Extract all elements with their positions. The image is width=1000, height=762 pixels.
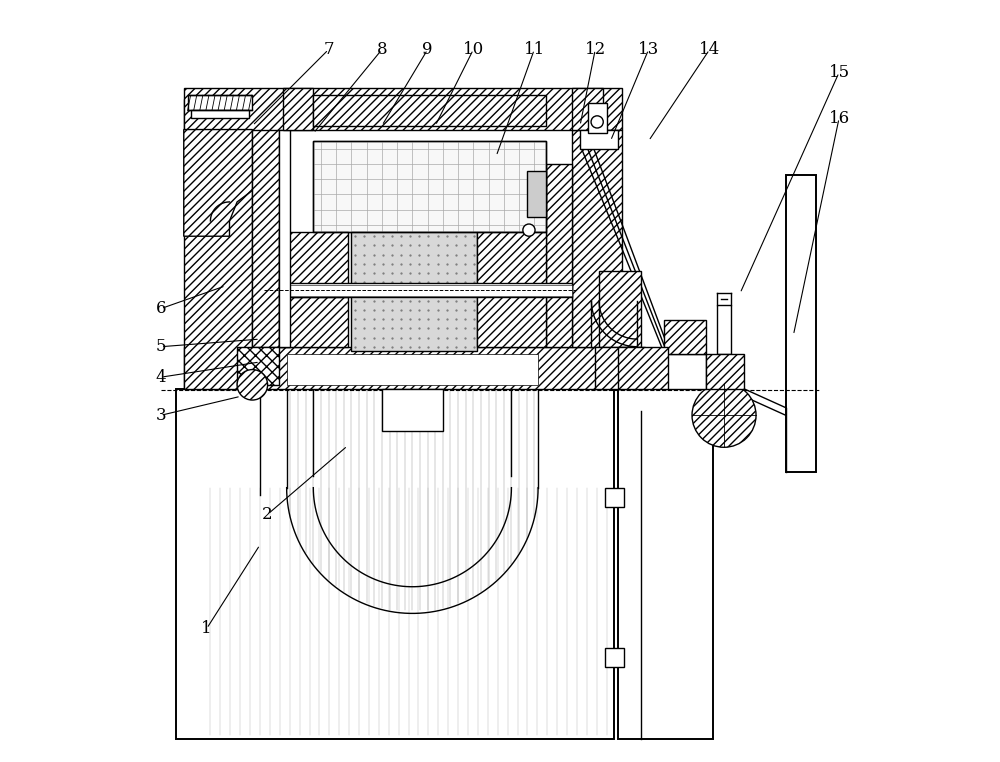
Bar	[572, 130, 622, 347]
Bar	[786, 175, 816, 472]
Text: 4: 4	[156, 369, 166, 386]
Bar	[279, 232, 348, 286]
Bar	[283, 88, 313, 130]
Text: 15: 15	[829, 64, 850, 81]
Bar	[664, 320, 706, 354]
Bar	[706, 354, 744, 389]
Bar	[546, 164, 572, 347]
Text: 7: 7	[323, 41, 334, 58]
Bar	[572, 88, 603, 130]
Bar	[188, 95, 252, 110]
Bar	[664, 354, 706, 389]
Bar	[717, 305, 731, 354]
Circle shape	[591, 116, 603, 128]
Text: 1: 1	[201, 620, 212, 637]
Text: 5: 5	[156, 338, 166, 355]
Bar	[605, 648, 624, 667]
Text: 16: 16	[829, 110, 850, 126]
Bar	[287, 354, 538, 385]
Bar	[279, 130, 290, 347]
Bar	[252, 126, 279, 347]
Bar	[279, 297, 348, 347]
Circle shape	[692, 383, 756, 447]
Text: 2: 2	[262, 506, 273, 523]
Text: 12: 12	[585, 41, 606, 58]
Bar	[618, 347, 668, 389]
Bar	[184, 99, 252, 389]
Bar	[382, 389, 443, 431]
Bar	[279, 285, 572, 296]
Bar	[477, 232, 546, 347]
Text: 11: 11	[524, 41, 545, 58]
Bar	[279, 283, 572, 297]
Polygon shape	[184, 130, 252, 236]
Bar	[618, 389, 713, 739]
Bar	[313, 95, 546, 126]
Circle shape	[237, 370, 268, 400]
Text: 9: 9	[422, 41, 433, 58]
Bar	[184, 88, 622, 130]
Bar	[595, 347, 645, 389]
Text: 14: 14	[699, 41, 720, 58]
Text: 6: 6	[156, 300, 166, 317]
Circle shape	[523, 224, 535, 236]
Bar	[351, 232, 477, 286]
Bar	[184, 347, 622, 389]
Bar	[588, 103, 607, 133]
Text: 10: 10	[463, 41, 484, 58]
Bar	[313, 141, 546, 232]
Text: 3: 3	[156, 407, 166, 424]
Text: 13: 13	[638, 41, 659, 58]
Bar	[605, 488, 624, 507]
Bar	[313, 141, 546, 232]
Bar	[191, 110, 249, 118]
Bar	[580, 130, 618, 149]
Text: 8: 8	[377, 41, 387, 58]
Bar	[599, 271, 641, 347]
Bar	[527, 171, 546, 217]
Bar	[237, 347, 279, 385]
Bar	[176, 389, 614, 739]
Bar	[351, 293, 477, 351]
